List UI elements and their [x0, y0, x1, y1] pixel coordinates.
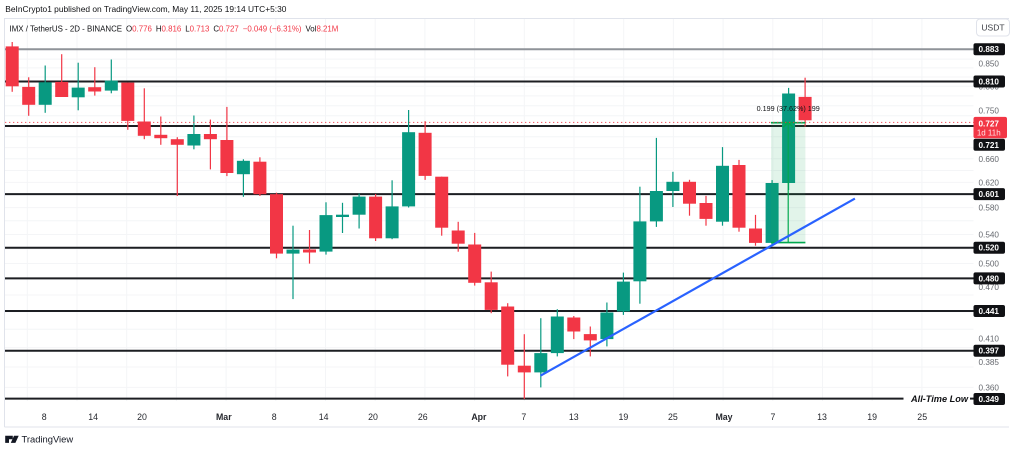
svg-text:0.727: 0.727	[979, 119, 1000, 128]
svg-text:0.850: 0.850	[979, 60, 1000, 69]
svg-text:0.397: 0.397	[979, 347, 1000, 356]
svg-text:0.810: 0.810	[979, 78, 1000, 87]
svg-text:0.660: 0.660	[979, 155, 1000, 164]
svg-text:0.540: 0.540	[979, 231, 1000, 240]
svg-text:0.360: 0.360	[979, 383, 1000, 392]
svg-text:0.750: 0.750	[979, 107, 1000, 116]
svg-text:All-Time Low: All-Time Low	[910, 394, 969, 404]
svg-text:13: 13	[817, 412, 827, 422]
svg-text:8: 8	[42, 412, 47, 422]
svg-text:14: 14	[319, 412, 329, 422]
svg-text:0.520: 0.520	[979, 244, 1000, 253]
svg-text:0.470: 0.470	[979, 283, 1000, 292]
svg-text:0.441: 0.441	[979, 307, 1000, 316]
svg-text:8: 8	[272, 412, 277, 422]
svg-text:0.883: 0.883	[979, 45, 1000, 54]
svg-text:13: 13	[569, 412, 579, 422]
svg-text:May: May	[715, 412, 732, 422]
svg-text:USDT: USDT	[981, 23, 1004, 33]
svg-text:BeInCrypto1 published on Tradi: BeInCrypto1 published on TradingView.com…	[5, 4, 286, 14]
svg-text:14: 14	[88, 412, 98, 422]
svg-text:20: 20	[368, 412, 378, 422]
svg-text:26: 26	[418, 412, 428, 422]
svg-text:Mar: Mar	[216, 412, 232, 422]
svg-text:0.620: 0.620	[979, 178, 1000, 187]
svg-text:7: 7	[771, 412, 776, 422]
svg-text:0.721: 0.721	[979, 141, 1000, 150]
svg-text:Apr: Apr	[471, 412, 487, 422]
svg-text:0.199 (37.62%) 199: 0.199 (37.62%) 199	[757, 104, 820, 113]
svg-text:1d 11h: 1d 11h	[977, 128, 1001, 137]
svg-text:25: 25	[917, 412, 927, 422]
svg-text:7: 7	[521, 412, 526, 422]
svg-text:20: 20	[137, 412, 147, 422]
svg-text:0.410: 0.410	[979, 334, 1000, 343]
svg-text:25: 25	[668, 412, 678, 422]
svg-text:19: 19	[867, 412, 877, 422]
svg-text:0.580: 0.580	[979, 204, 1000, 213]
svg-text:TradingView: TradingView	[22, 434, 74, 445]
svg-text:0.385: 0.385	[979, 358, 1000, 367]
svg-text:0.500: 0.500	[979, 260, 1000, 269]
svg-text:0.349: 0.349	[979, 395, 1000, 404]
svg-text:19: 19	[619, 412, 629, 422]
svg-text:IMX / TetherUS - 2D - BINANCE: IMX / TetherUS - 2D - BINANCE O0.776 H0.…	[10, 24, 339, 33]
svg-text:0.480: 0.480	[979, 274, 1000, 283]
svg-text:0.601: 0.601	[979, 190, 1000, 199]
